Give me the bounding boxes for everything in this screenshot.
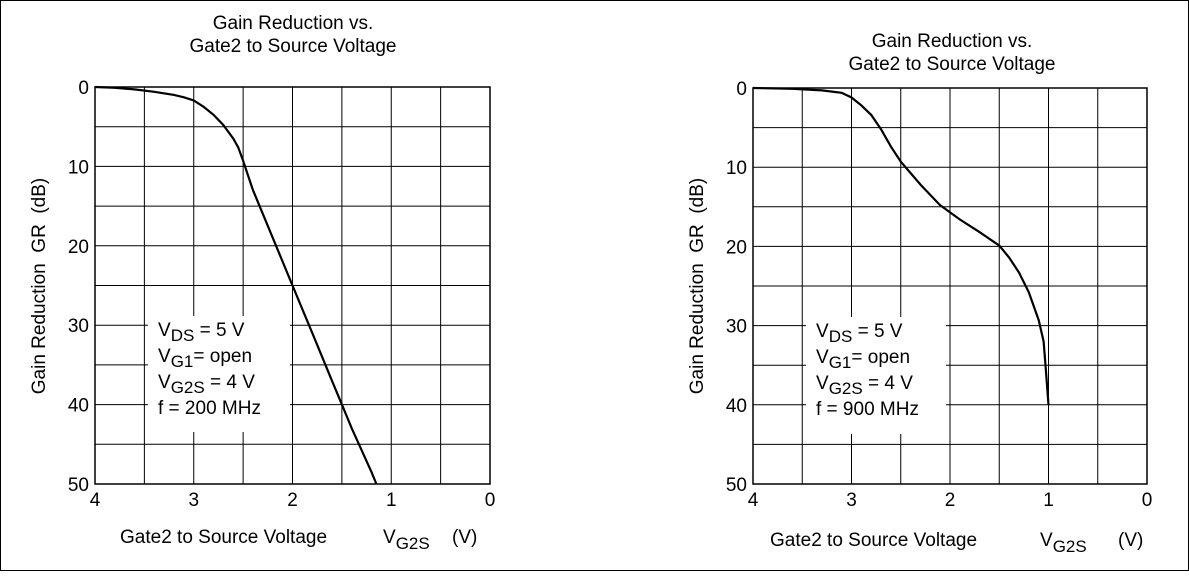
x-tick-labels: 4 3 2 1 0 xyxy=(748,490,1153,511)
y-tick-label: 10 xyxy=(68,157,89,178)
y-tick-label: 30 xyxy=(726,317,747,338)
x-tick-label: 3 xyxy=(846,490,857,511)
series-line-gain-reduction xyxy=(752,86,1050,405)
x-axis-label-symbol: VG2S xyxy=(383,527,430,553)
x-tick-label: 4 xyxy=(90,490,101,511)
conditions-background xyxy=(148,316,290,432)
condition-text: VDS = 5 V xyxy=(816,321,903,346)
y-tick-label: 40 xyxy=(726,396,747,417)
y-tick-labels: 0 10 20 30 40 50 xyxy=(726,79,747,496)
x-tick-label: 0 xyxy=(485,490,496,511)
chart-gain-reduction-900mhz: Gain Reduction vs. Gate2 to Source Volta… xyxy=(687,31,1152,556)
x-tick-labels: 4 3 2 1 0 xyxy=(90,490,496,511)
x-axis-label-symbol: VG2S xyxy=(1040,530,1087,556)
conditions-background xyxy=(806,317,946,434)
condition-text: VG2S = 4 V xyxy=(816,373,913,398)
y-tick-label: 10 xyxy=(726,158,747,179)
y-tick-label: 0 xyxy=(78,78,89,99)
y-axis-label: Gain Reduction GR (dB) xyxy=(29,178,50,394)
plot-area-border xyxy=(752,87,1148,485)
x-axis-label-main: Gate2 to Source Voltage xyxy=(770,530,977,551)
x-axis-label-unit: (V) xyxy=(1118,530,1143,551)
chart-title-line1: Gain Reduction vs. xyxy=(213,13,374,34)
x-tick-label: 1 xyxy=(1043,490,1054,511)
x-tick-label: 1 xyxy=(386,490,397,511)
y-tick-label: 20 xyxy=(68,237,89,258)
condition-text: VG2S = 4 V xyxy=(158,372,255,397)
y-tick-labels: 0 10 20 30 40 50 xyxy=(68,78,89,496)
y-tick-label: 30 xyxy=(68,316,89,337)
x-tick-label: 2 xyxy=(287,490,298,511)
x-tick-label: 3 xyxy=(188,490,199,511)
y-tick-label: 50 xyxy=(68,475,89,496)
y-tick-label: 40 xyxy=(68,396,89,417)
condition-text: f = 200 MHz xyxy=(158,398,261,419)
series-line-gain-reduction xyxy=(94,85,378,485)
y-axis-label: Gain Reduction GR (dB) xyxy=(687,178,708,394)
x-tick-label: 4 xyxy=(748,490,759,511)
y-tick-label: 0 xyxy=(736,79,747,100)
chart-title-line2: Gate2 to Source Voltage xyxy=(848,54,1055,75)
plot-area-border xyxy=(94,86,491,485)
x-tick-label: 0 xyxy=(1142,490,1153,511)
condition-text: VDS = 5 V xyxy=(158,320,245,345)
y-tick-label: 50 xyxy=(726,475,747,496)
x-axis-label-main: Gate2 to Source Voltage xyxy=(120,527,327,548)
condition-text: VG1= open xyxy=(816,347,910,372)
chart-title-line1: Gain Reduction vs. xyxy=(872,31,1033,52)
condition-text: f = 900 MHz xyxy=(816,399,919,420)
x-axis-label-unit: (V) xyxy=(452,527,477,548)
condition-text: VG1= open xyxy=(158,346,252,371)
y-tick-label: 20 xyxy=(726,237,747,258)
chart-title-line2: Gate2 to Source Voltage xyxy=(189,36,396,57)
chart-gain-reduction-200mhz: Gain Reduction vs. Gate2 to Source Volta… xyxy=(29,13,495,553)
x-tick-label: 2 xyxy=(945,490,956,511)
